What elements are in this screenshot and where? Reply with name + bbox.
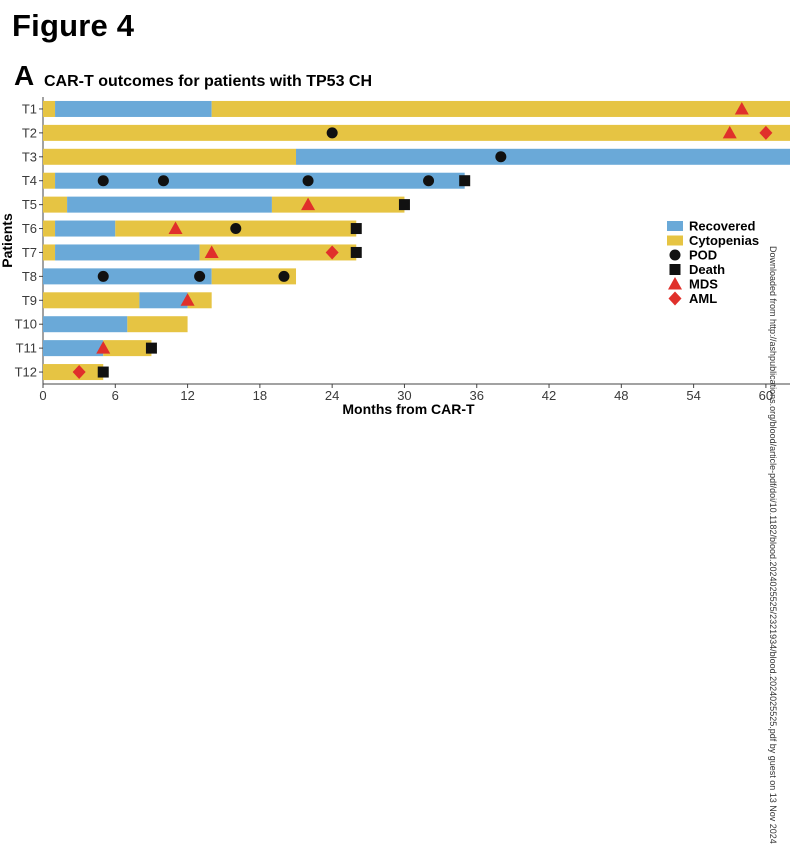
download-watermark: Downloaded from http://ashpublications.o…: [768, 246, 778, 844]
legend-label-pod: POD: [689, 248, 717, 263]
event-pod: [495, 151, 507, 163]
event-pod: [230, 223, 242, 235]
y-tick-label: T4: [22, 173, 37, 188]
event-mds: [734, 101, 749, 115]
bar-segment-recovered: [139, 292, 188, 309]
event-pod: [423, 175, 435, 187]
event-death: [398, 199, 410, 211]
legend-label-recovered: Recovered: [689, 219, 756, 234]
y-tick-label: T2: [22, 125, 37, 140]
bar-segment-cytopenias: [43, 196, 68, 213]
bar-segment-cytopenias: [43, 244, 56, 261]
bar-segment-cytopenias: [43, 220, 56, 237]
y-tick-label: T6: [22, 221, 37, 236]
bar-segment-cytopenias: [199, 244, 357, 261]
bar-segment-recovered: [43, 316, 128, 333]
x-tick-label: 12: [180, 388, 194, 403]
legend-swatch-death: [669, 264, 681, 275]
bar-segment-cytopenias: [43, 124, 790, 141]
x-tick-label: 6: [112, 388, 119, 403]
figure-title: Figure 4: [12, 8, 135, 43]
x-tick-label: 36: [470, 388, 484, 403]
y-tick-label: T5: [22, 197, 37, 212]
event-pod: [157, 175, 169, 187]
event-pod: [194, 270, 206, 282]
event-aml: [759, 125, 773, 140]
x-tick-label: 18: [253, 388, 267, 403]
legend-swatch-mds: [668, 277, 682, 290]
bar-segment-cytopenias: [43, 172, 56, 189]
x-tick-label: 60: [759, 388, 773, 403]
bar-segment-recovered: [67, 196, 272, 213]
y-tick-label: T11: [16, 341, 37, 356]
event-mds: [204, 245, 219, 258]
event-mds: [168, 221, 183, 235]
bar-segment-cytopenias: [271, 196, 405, 213]
event-aml: [325, 245, 339, 260]
event-mds: [301, 197, 316, 211]
bar-segment-cytopenias: [103, 340, 152, 357]
bar-segment-cytopenias: [43, 100, 56, 117]
event-death: [145, 342, 157, 354]
bar-segment-cytopenias: [43, 292, 140, 309]
event-pod: [326, 127, 338, 139]
event-death: [350, 246, 362, 258]
x-tick-label: 48: [614, 388, 628, 403]
bar-segment-recovered: [55, 220, 116, 237]
y-axis-title: Patients: [0, 213, 15, 268]
event-mds: [96, 341, 111, 354]
y-tick-label: T12: [15, 365, 37, 380]
panel-label: A: [14, 60, 35, 91]
bar-segment-cytopenias: [43, 148, 297, 165]
event-death: [459, 175, 471, 187]
bar-segment-recovered: [55, 100, 212, 117]
legend-swatch-recovered: [667, 221, 683, 231]
bar-segment-recovered: [55, 244, 200, 261]
chart-title: CAR-T outcomes for patients with TP53 CH: [44, 73, 373, 90]
legend-label-aml: AML: [689, 291, 717, 306]
event-pod: [97, 175, 109, 187]
event-death: [350, 223, 362, 235]
bar-segment-cytopenias: [211, 100, 790, 117]
bar-segment-recovered: [296, 148, 790, 165]
bar-segment-recovered: [43, 340, 104, 357]
event-death: [97, 366, 109, 378]
x-tick-label: 30: [397, 388, 411, 403]
legend-label-cytopenias: Cytopenias: [689, 233, 759, 248]
event-pod: [302, 175, 314, 187]
y-tick-label: T7: [22, 245, 37, 260]
bar-segment-recovered: [55, 172, 465, 189]
bar-segment-cytopenias: [127, 316, 188, 333]
legend-label-death: Death: [689, 262, 725, 277]
event-aml: [72, 365, 86, 380]
y-tick-label: T10: [15, 317, 37, 332]
legend-label-mds: MDS: [689, 277, 718, 292]
x-tick-label: 24: [325, 388, 339, 403]
legend-swatch-cytopenias: [667, 235, 683, 246]
event-mds: [722, 125, 737, 139]
event-pod: [278, 270, 290, 282]
legend-swatch-pod: [669, 249, 681, 261]
legend-swatch-aml: [668, 291, 682, 306]
x-axis-title: Months from CAR-T: [342, 401, 475, 417]
event-mds: [180, 293, 195, 306]
x-tick-label: 0: [39, 388, 46, 403]
swimmer-chart: 0 6 12 18 24 30 36 42 48 54 60 Months from CAR-T Pat…: [0, 97, 790, 417]
bar-segment-cytopenias: [211, 268, 297, 285]
y-tick-label: T1: [22, 101, 37, 116]
y-tick-label: T9: [22, 293, 37, 308]
y-tick-label: T3: [22, 149, 37, 164]
x-tick-label: 54: [686, 388, 700, 403]
x-tick-label: 42: [542, 388, 556, 403]
event-pod: [97, 270, 109, 282]
bar-segment-recovered: [43, 268, 212, 285]
y-tick-label: T8: [22, 269, 37, 284]
